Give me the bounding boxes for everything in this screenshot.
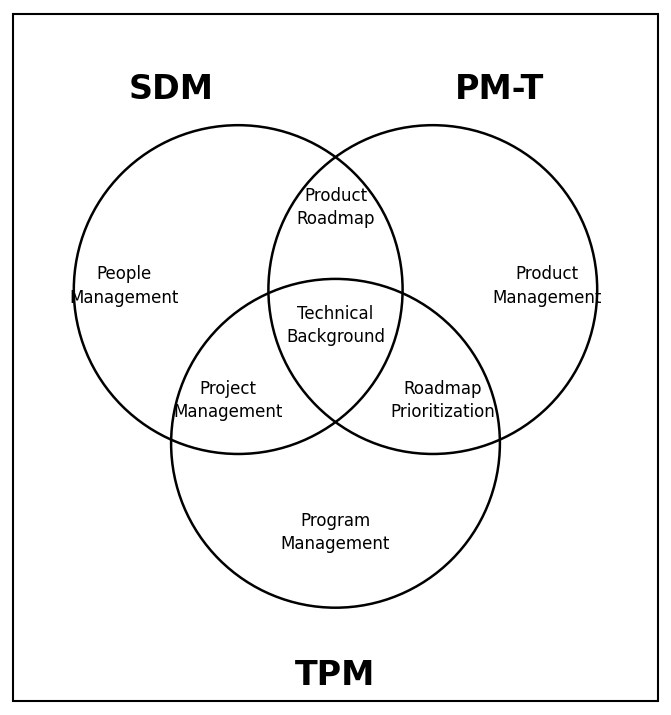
Text: Project
Management: Project Management [173,380,283,421]
Text: Program
Management: Program Management [280,512,391,553]
Text: SDM: SDM [129,73,213,106]
Text: PM-T: PM-T [455,73,545,106]
Text: Technical
Background: Technical Background [286,305,385,346]
Text: Roadmap
Prioritization: Roadmap Prioritization [391,380,495,421]
Text: Product
Management: Product Management [492,265,602,307]
Text: People
Management: People Management [69,265,179,307]
Text: TPM: TPM [295,659,376,692]
Text: Product
Roadmap: Product Roadmap [297,187,374,228]
